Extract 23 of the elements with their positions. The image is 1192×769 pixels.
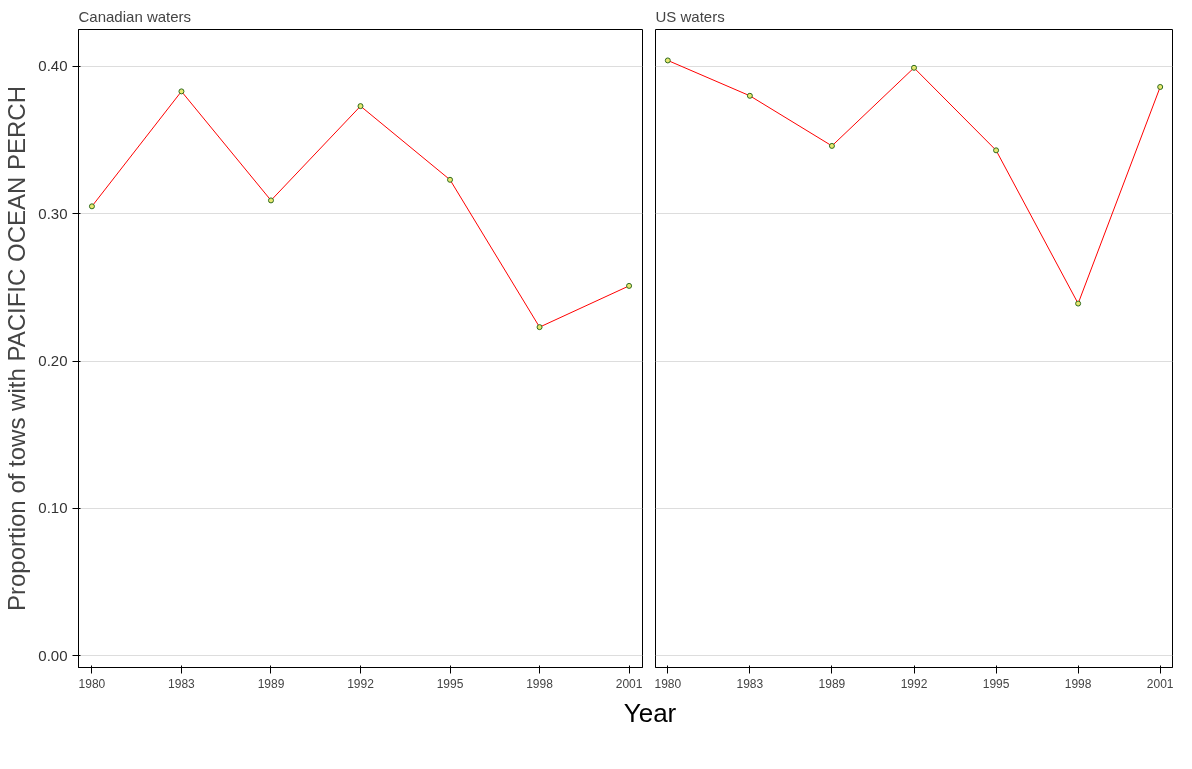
y-tick-label: 0.40: [38, 57, 68, 75]
x-tick-label: 1983: [168, 676, 196, 691]
x-tick-label: 1989: [818, 676, 846, 691]
x-tick-label: 1995: [982, 676, 1010, 691]
chart-title: US waters: [655, 7, 725, 25]
y-tick-label: 0.10: [38, 499, 68, 517]
y-tick-label: 0.20: [38, 352, 68, 370]
x-tick-label: 1998: [1064, 676, 1092, 691]
x-tick-label: 1980: [78, 676, 106, 691]
x-tick-label: 1992: [347, 676, 375, 691]
x-tick-label: 2001: [615, 676, 643, 691]
y-axis-title: Proportion of tows with PACIFIC OCEAN PERCH: [3, 85, 31, 612]
x-tick-label: 1992: [900, 676, 928, 691]
x-tick-label: 1989: [257, 676, 285, 691]
y-tick-label: 0.00: [38, 646, 68, 664]
y-tick-label: 0.30: [38, 204, 68, 222]
x-tick-label: 1998: [526, 676, 554, 691]
chart-title: Canadian waters: [78, 7, 192, 25]
x-tick-label: 1980: [654, 676, 682, 691]
x-axis-title: Year: [623, 697, 677, 730]
x-tick-label: 1983: [736, 676, 764, 691]
x-tick-label: 2001: [1146, 676, 1174, 691]
x-tick-label: 1995: [436, 676, 464, 691]
